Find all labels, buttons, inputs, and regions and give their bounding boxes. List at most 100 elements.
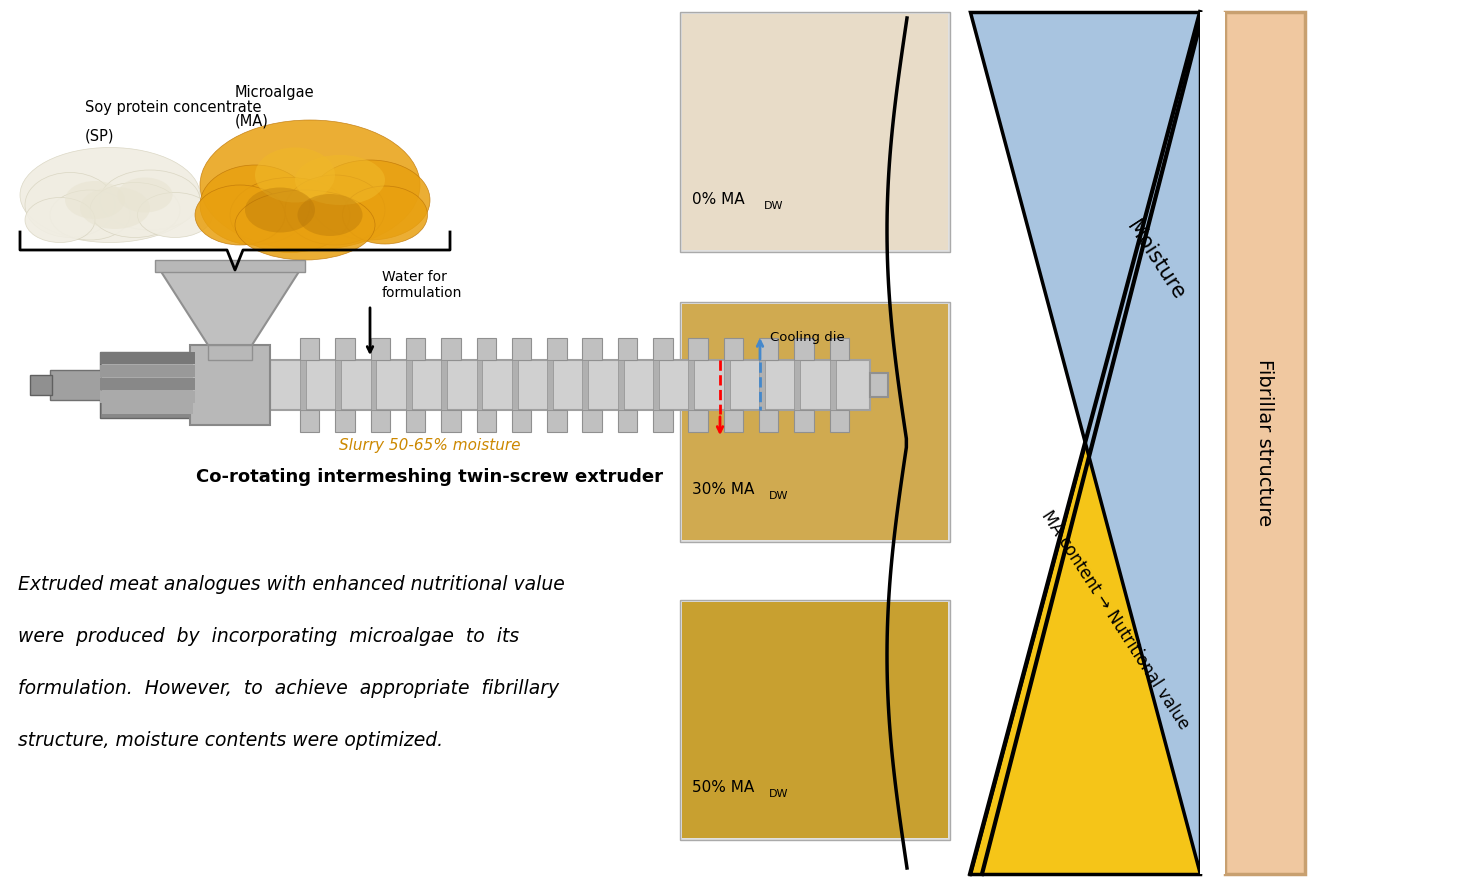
Text: Cooling die: Cooling die xyxy=(769,331,845,345)
Text: Soy protein concentrate: Soy protein concentrate xyxy=(85,100,261,115)
Polygon shape xyxy=(161,270,301,345)
Bar xyxy=(301,360,305,410)
Bar xyxy=(582,410,601,432)
Text: Microalgae: Microalgae xyxy=(234,85,314,100)
Bar xyxy=(335,410,355,432)
Ellipse shape xyxy=(200,120,420,250)
Bar xyxy=(476,360,482,410)
Ellipse shape xyxy=(298,194,363,236)
Bar xyxy=(100,352,195,418)
Ellipse shape xyxy=(255,147,335,203)
Bar xyxy=(370,338,391,360)
Bar xyxy=(29,375,52,395)
Bar xyxy=(50,370,102,400)
Bar xyxy=(370,360,376,410)
Bar xyxy=(335,338,355,360)
Bar xyxy=(680,600,951,840)
Text: structure, moisture contents were optimized.: structure, moisture contents were optimi… xyxy=(18,731,444,750)
Bar xyxy=(759,338,778,360)
Bar xyxy=(830,338,849,360)
Bar xyxy=(794,338,814,360)
Bar xyxy=(405,360,411,410)
Ellipse shape xyxy=(245,188,315,232)
Bar xyxy=(680,12,951,252)
Text: MA content → Nutritional value: MA content → Nutritional value xyxy=(1038,508,1192,733)
Bar xyxy=(653,410,672,432)
Bar xyxy=(682,602,948,838)
Bar xyxy=(1200,12,1225,874)
Ellipse shape xyxy=(100,170,200,230)
Ellipse shape xyxy=(200,165,310,245)
Text: (MA): (MA) xyxy=(234,113,268,128)
Bar xyxy=(301,338,320,360)
Bar xyxy=(680,302,951,542)
Bar xyxy=(1225,12,1304,874)
Text: DW: DW xyxy=(769,789,789,799)
Bar xyxy=(688,410,708,432)
Bar xyxy=(100,352,195,364)
Bar xyxy=(441,360,447,410)
Bar xyxy=(794,410,814,432)
Text: 0% MA: 0% MA xyxy=(691,192,744,207)
Bar xyxy=(208,345,252,360)
Bar xyxy=(618,360,624,410)
Ellipse shape xyxy=(234,190,374,260)
Bar xyxy=(794,360,800,410)
Bar xyxy=(476,410,495,432)
Ellipse shape xyxy=(342,186,427,244)
Bar xyxy=(100,391,195,403)
Bar xyxy=(582,360,588,410)
Ellipse shape xyxy=(80,187,150,229)
Bar xyxy=(582,338,601,360)
Bar xyxy=(688,338,708,360)
Text: DW: DW xyxy=(764,201,784,211)
Ellipse shape xyxy=(230,177,349,253)
Bar xyxy=(370,410,391,432)
Bar xyxy=(190,345,270,425)
Text: Water for
formulation: Water for formulation xyxy=(382,270,463,300)
Ellipse shape xyxy=(21,147,200,243)
Ellipse shape xyxy=(195,185,284,245)
Bar xyxy=(511,338,531,360)
Text: Co-rotating intermeshing twin-screw extruder: Co-rotating intermeshing twin-screw extr… xyxy=(196,468,663,486)
Bar xyxy=(102,356,193,414)
Ellipse shape xyxy=(295,155,385,205)
Bar xyxy=(270,360,870,410)
Bar xyxy=(547,338,566,360)
Ellipse shape xyxy=(284,175,385,245)
Bar xyxy=(653,360,659,410)
Bar xyxy=(441,410,461,432)
Bar xyxy=(653,338,672,360)
Text: formulation.  However,  to  achieve  appropriate  fibrillary: formulation. However, to achieve appropr… xyxy=(18,679,559,698)
Bar xyxy=(682,304,948,540)
Bar xyxy=(618,410,637,432)
Bar xyxy=(547,410,566,432)
Bar xyxy=(759,360,765,410)
Bar xyxy=(405,410,426,432)
Bar xyxy=(441,338,461,360)
Bar xyxy=(511,410,531,432)
Bar xyxy=(301,410,320,432)
Bar xyxy=(724,338,743,360)
Bar xyxy=(618,338,637,360)
Ellipse shape xyxy=(25,173,115,237)
Ellipse shape xyxy=(137,192,212,237)
Text: Moisture: Moisture xyxy=(1122,217,1188,303)
Polygon shape xyxy=(970,12,1200,874)
Text: Fibrillar structure: Fibrillar structure xyxy=(1256,360,1275,526)
Ellipse shape xyxy=(118,177,172,213)
Text: (SP): (SP) xyxy=(85,128,115,143)
Bar xyxy=(476,338,495,360)
Bar xyxy=(682,14,948,250)
Ellipse shape xyxy=(50,190,130,240)
Text: Extruded meat analogues with enhanced nutritional value: Extruded meat analogues with enhanced nu… xyxy=(18,575,565,594)
Bar xyxy=(759,410,778,432)
Bar xyxy=(688,360,694,410)
Ellipse shape xyxy=(25,198,94,243)
Bar xyxy=(100,365,195,377)
Text: Slurry 50-65% moisture: Slurry 50-65% moisture xyxy=(339,438,520,453)
Text: DW: DW xyxy=(769,491,789,501)
Bar xyxy=(830,360,836,410)
Bar xyxy=(830,410,849,432)
Bar xyxy=(100,378,195,390)
